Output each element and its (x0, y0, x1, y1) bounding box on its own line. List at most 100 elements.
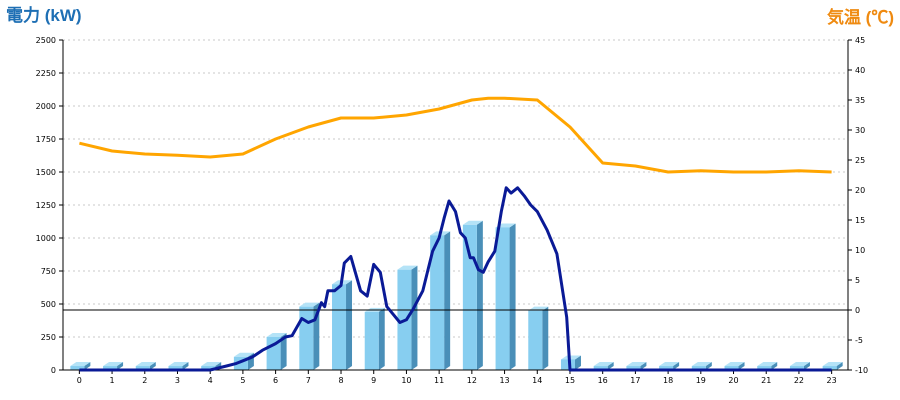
bar-front (364, 311, 379, 370)
bar (364, 307, 385, 370)
bar (332, 280, 353, 370)
bar-top (233, 352, 254, 357)
x-tick-label: 5 (240, 376, 245, 385)
x-tick-label: 4 (208, 376, 213, 385)
left-tick-label: 2000 (36, 102, 56, 111)
left-tick-label: 1500 (36, 168, 56, 177)
bar-front (626, 366, 641, 370)
bar (757, 362, 778, 370)
right-axis-title: 気温 (℃) (826, 7, 894, 27)
bar-front (462, 224, 477, 370)
x-tick-label: 11 (434, 376, 444, 385)
x-tick-label: 1 (110, 376, 115, 385)
bar-side (705, 362, 712, 370)
bar (70, 362, 91, 370)
right-tick-label: 0 (855, 306, 860, 315)
right-tick-label: 40 (855, 66, 865, 75)
bar-top (822, 362, 843, 367)
bar-side (444, 231, 451, 370)
bar-top (462, 220, 483, 225)
bar-top (659, 362, 680, 367)
bar-front (495, 227, 510, 370)
bar-side (673, 362, 680, 370)
bar-side (346, 280, 353, 370)
bar (822, 362, 843, 370)
x-tick-label: 8 (338, 376, 343, 385)
x-tick-label: 17 (630, 376, 640, 385)
power-bars (70, 220, 843, 370)
bar-front (528, 310, 543, 370)
bar (724, 362, 745, 370)
bar (789, 362, 810, 370)
bar-side (378, 307, 385, 370)
bar-front (822, 366, 837, 370)
left-tick-label: 250 (41, 333, 56, 342)
bar-side (84, 362, 91, 370)
bar (135, 362, 156, 370)
bar-top (757, 362, 778, 367)
bar-top (724, 362, 745, 367)
left-tick-label: 750 (41, 267, 56, 276)
bar-top (70, 362, 91, 367)
bar-top (789, 362, 810, 367)
bar-side (411, 265, 418, 370)
bar-front (691, 366, 706, 370)
bar-front (724, 366, 739, 370)
bar (659, 362, 680, 370)
bar-side (542, 306, 549, 370)
left-tick-label: 0 (51, 366, 56, 375)
bar (560, 355, 581, 370)
right-tick-label: -10 (855, 366, 868, 375)
bar (430, 231, 451, 370)
right-tick-label: 15 (855, 216, 865, 225)
x-tick-label: 18 (663, 376, 673, 385)
bar-side (738, 362, 745, 370)
left-tick-label: 500 (41, 300, 56, 309)
bar-front (332, 284, 347, 370)
x-tick-label: 9 (371, 376, 376, 385)
bar-side (640, 362, 647, 370)
bar-front (789, 366, 804, 370)
bar-front (168, 366, 183, 370)
bar-front (430, 235, 445, 370)
right-tick-label: 35 (855, 96, 865, 105)
x-tick-label: 16 (598, 376, 608, 385)
x-tick-label: 20 (728, 376, 738, 385)
right-tick-label: 25 (855, 156, 865, 165)
bar-top (201, 362, 222, 367)
bar-top (560, 355, 581, 360)
bar (103, 362, 124, 370)
left-tick-label: 2250 (36, 69, 56, 78)
x-tick-label: 10 (401, 376, 411, 385)
right-tick-label: 45 (855, 36, 865, 45)
bar-side (607, 362, 614, 370)
bar-top (593, 362, 614, 367)
tick-labels: 02505007501000125015001750200022502500-1… (36, 36, 868, 385)
right-tick-label: 20 (855, 186, 865, 195)
x-tick-label: 19 (696, 376, 706, 385)
bar (168, 362, 189, 370)
x-tick-label: 22 (794, 376, 804, 385)
gridlines (63, 39, 848, 338)
bar-side (280, 333, 287, 370)
bar-front (560, 359, 575, 370)
bar (593, 362, 614, 370)
x-tick-label: 23 (827, 376, 837, 385)
bar-front (299, 306, 314, 370)
temperature-line (79, 96, 832, 174)
bar-side (836, 362, 843, 370)
bar-front (757, 366, 772, 370)
left-tick-label: 1000 (36, 234, 56, 243)
x-tick-label: 14 (532, 376, 542, 385)
bar-top (168, 362, 189, 367)
x-tick-label: 3 (175, 376, 180, 385)
bar-top (691, 362, 712, 367)
right-tick-label: 5 (855, 276, 860, 285)
bar-front (659, 366, 674, 370)
right-tick-label: -5 (855, 336, 863, 345)
x-tick-label: 6 (273, 376, 278, 385)
bar-side (574, 355, 581, 370)
x-tick-label: 0 (77, 376, 82, 385)
bar-side (476, 220, 483, 370)
bar-top (397, 265, 418, 270)
